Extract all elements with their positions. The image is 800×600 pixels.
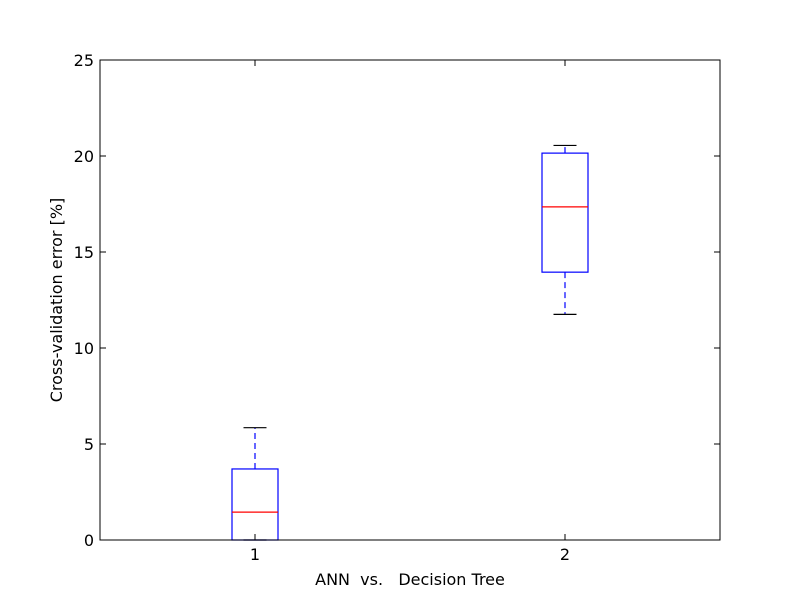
box-group-2 [541,144,589,315]
y-tick-label: 20 [74,147,94,166]
plot-frame [99,59,721,541]
y-tick-label: 5 [84,435,94,454]
x-tick-label: 2 [560,545,570,564]
y-tick-label: 10 [74,339,94,358]
iqr-box [541,152,589,273]
x-axis-label: ANN vs. Decision Tree [315,570,505,589]
y-axis-label: Cross-validation error [%] [47,198,66,403]
plot-area [100,60,720,540]
x-tick-label: 1 [250,545,260,564]
boxes-layer [231,144,589,541]
y-tick-label: 25 [74,51,94,70]
y-tick-label: 0 [84,531,94,550]
y-tick-label: 15 [74,243,94,262]
